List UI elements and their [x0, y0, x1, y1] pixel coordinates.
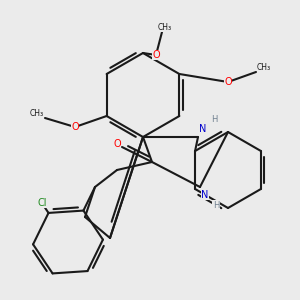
Text: Cl: Cl — [37, 198, 46, 208]
Text: H: H — [211, 115, 217, 124]
Text: H: H — [213, 200, 219, 209]
Text: O: O — [113, 139, 121, 149]
Text: O: O — [71, 122, 79, 132]
Text: O: O — [152, 50, 160, 60]
Text: CH₃: CH₃ — [158, 22, 172, 32]
Text: N: N — [201, 190, 209, 200]
Text: CH₃: CH₃ — [257, 62, 271, 71]
Text: O: O — [224, 77, 232, 87]
Text: CH₃: CH₃ — [30, 109, 44, 118]
Text: N: N — [199, 124, 207, 134]
